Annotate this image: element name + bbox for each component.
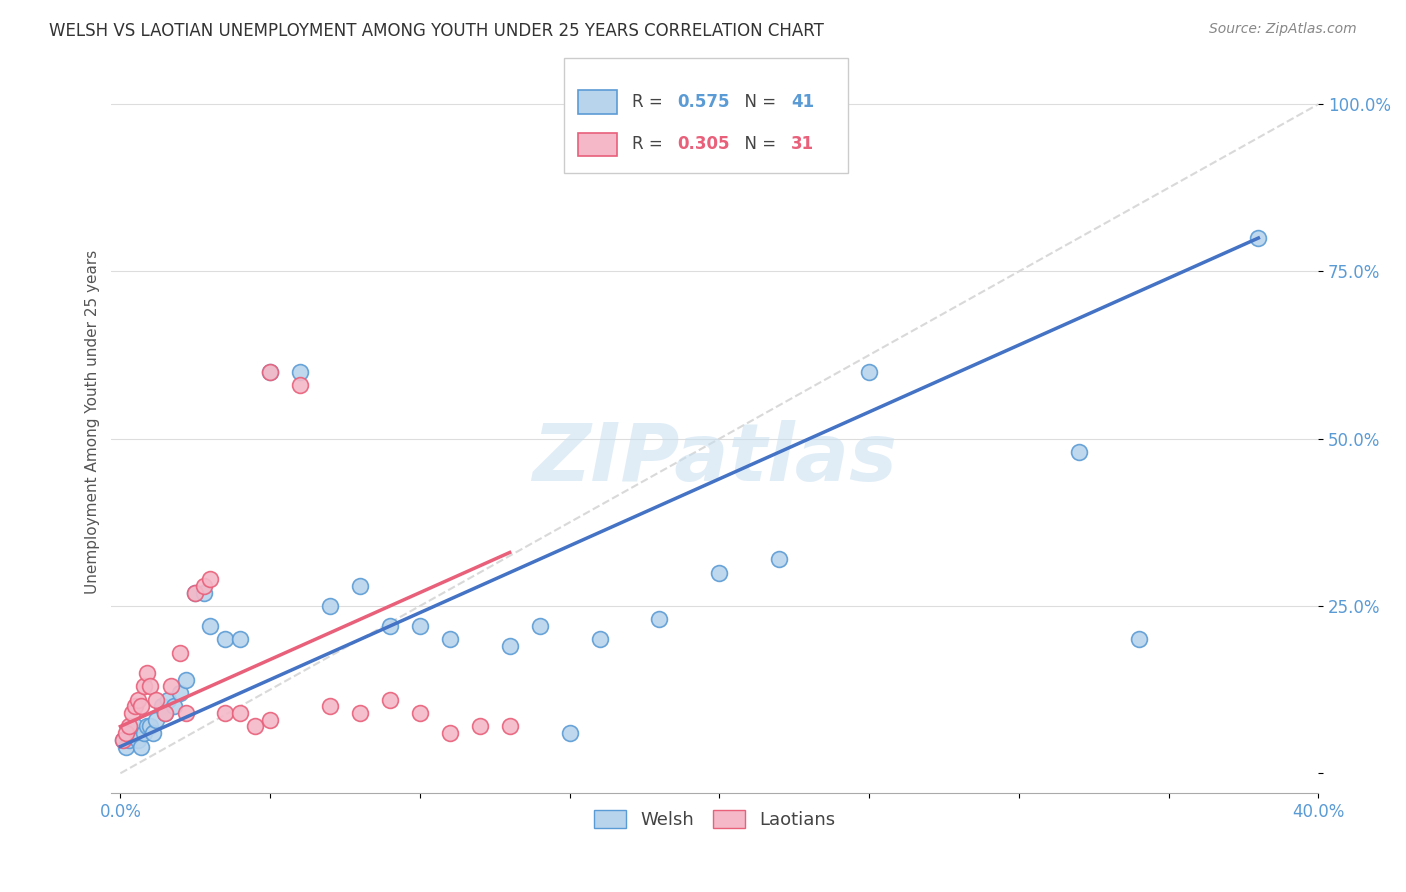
Point bbox=[160, 679, 183, 693]
Text: 31: 31 bbox=[792, 136, 814, 153]
Point bbox=[768, 552, 790, 566]
Legend: Welsh, Laotians: Welsh, Laotians bbox=[586, 803, 844, 837]
Point bbox=[378, 619, 401, 633]
Point bbox=[243, 719, 266, 733]
Point bbox=[112, 732, 135, 747]
Text: 0.575: 0.575 bbox=[678, 93, 730, 111]
Point bbox=[499, 719, 522, 733]
Point bbox=[1128, 632, 1150, 647]
Point bbox=[858, 365, 880, 379]
Point bbox=[378, 692, 401, 706]
FancyBboxPatch shape bbox=[578, 90, 617, 114]
Point bbox=[409, 706, 432, 720]
Text: Source: ZipAtlas.com: Source: ZipAtlas.com bbox=[1209, 22, 1357, 37]
Point bbox=[193, 585, 215, 599]
Point bbox=[200, 572, 222, 586]
Point bbox=[150, 699, 173, 714]
Point bbox=[319, 699, 342, 714]
Point bbox=[319, 599, 342, 613]
Point bbox=[1247, 231, 1270, 245]
Point bbox=[214, 632, 236, 647]
Point bbox=[1067, 445, 1090, 459]
Point bbox=[115, 739, 138, 754]
Point bbox=[259, 365, 281, 379]
Point bbox=[439, 632, 461, 647]
Text: WELSH VS LAOTIAN UNEMPLOYMENT AMONG YOUTH UNDER 25 YEARS CORRELATION CHART: WELSH VS LAOTIAN UNEMPLOYMENT AMONG YOUT… bbox=[49, 22, 824, 40]
Point bbox=[127, 692, 149, 706]
Point bbox=[499, 639, 522, 653]
Point bbox=[184, 585, 207, 599]
Point bbox=[558, 726, 581, 740]
Point bbox=[157, 692, 180, 706]
Point bbox=[112, 732, 135, 747]
Point bbox=[409, 619, 432, 633]
Point bbox=[229, 632, 252, 647]
Point bbox=[288, 365, 311, 379]
Point bbox=[131, 699, 153, 714]
Point bbox=[124, 719, 146, 733]
Point bbox=[214, 706, 236, 720]
Point bbox=[136, 665, 159, 680]
Point bbox=[193, 579, 215, 593]
Text: 0.305: 0.305 bbox=[678, 136, 730, 153]
Point bbox=[127, 732, 149, 747]
Point bbox=[529, 619, 551, 633]
Point bbox=[134, 726, 156, 740]
Point bbox=[259, 365, 281, 379]
Point bbox=[131, 739, 153, 754]
Point bbox=[648, 612, 671, 626]
Point bbox=[155, 706, 177, 720]
Point bbox=[259, 713, 281, 727]
Point bbox=[155, 706, 177, 720]
Point bbox=[134, 679, 156, 693]
Text: ZIPatlas: ZIPatlas bbox=[533, 420, 897, 498]
Point bbox=[139, 719, 162, 733]
Point bbox=[349, 706, 371, 720]
Point bbox=[115, 726, 138, 740]
Point bbox=[468, 719, 491, 733]
Point bbox=[349, 579, 371, 593]
Point bbox=[169, 686, 191, 700]
Point bbox=[200, 619, 222, 633]
Point bbox=[709, 566, 731, 580]
Text: 41: 41 bbox=[792, 93, 814, 111]
Point bbox=[229, 706, 252, 720]
Point bbox=[588, 632, 610, 647]
FancyBboxPatch shape bbox=[578, 133, 617, 156]
Point bbox=[118, 732, 141, 747]
Text: N =: N = bbox=[734, 136, 782, 153]
FancyBboxPatch shape bbox=[564, 58, 848, 173]
Point bbox=[118, 719, 141, 733]
Point bbox=[121, 706, 143, 720]
Point bbox=[439, 726, 461, 740]
Point bbox=[139, 679, 162, 693]
Point bbox=[145, 713, 167, 727]
Point bbox=[174, 706, 197, 720]
Point bbox=[174, 673, 197, 687]
Text: R =: R = bbox=[631, 93, 668, 111]
Y-axis label: Unemployment Among Youth under 25 years: Unemployment Among Youth under 25 years bbox=[86, 250, 100, 594]
Point bbox=[169, 646, 191, 660]
Point bbox=[124, 699, 146, 714]
Text: R =: R = bbox=[631, 136, 668, 153]
Point bbox=[145, 692, 167, 706]
Point bbox=[163, 699, 186, 714]
Point bbox=[184, 585, 207, 599]
Point bbox=[121, 726, 143, 740]
Point bbox=[142, 726, 165, 740]
Point bbox=[136, 719, 159, 733]
Text: N =: N = bbox=[734, 93, 782, 111]
Point bbox=[288, 378, 311, 392]
